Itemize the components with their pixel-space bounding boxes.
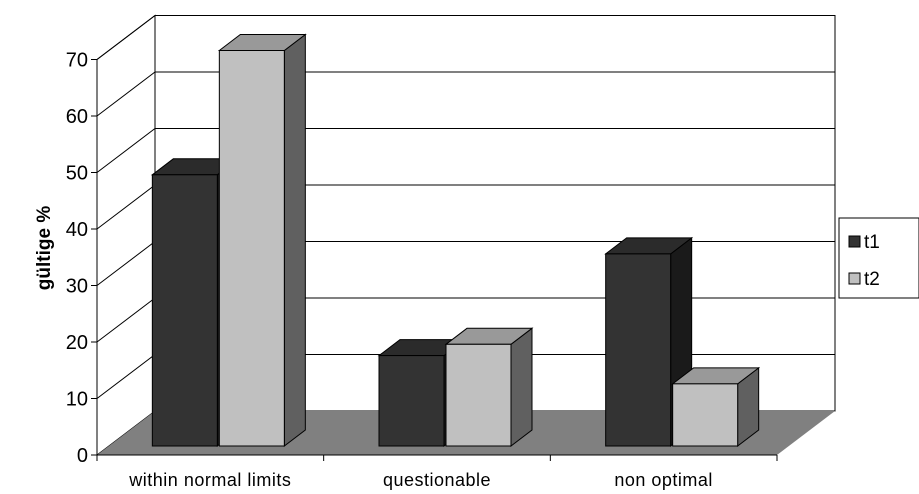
bar-t2-2 — [671, 366, 761, 448]
y-tick-label: 30 — [66, 276, 88, 298]
legend-label-t2: t2 — [864, 269, 880, 290]
bar-side — [510, 327, 533, 448]
bars — [150, 33, 761, 448]
bar-t2-1 — [444, 327, 534, 448]
bar-front — [378, 355, 445, 447]
gridline — [96, 15, 835, 60]
bar-side — [283, 33, 306, 448]
x-category-label: questionable — [383, 470, 491, 490]
legend: t1 t2 — [838, 217, 919, 299]
x-category-label: non optimal — [614, 470, 713, 490]
side-wall — [96, 14, 156, 457]
gridline — [96, 128, 835, 173]
y-tick-label: 60 — [66, 106, 88, 128]
gridline — [96, 71, 835, 117]
x-category-label: within normal limits — [128, 470, 291, 490]
y-axis-title: gültige % — [34, 206, 55, 291]
bar-front — [445, 343, 512, 447]
y-tick-label: 0 — [77, 445, 88, 467]
y-tick-label: 20 — [66, 332, 88, 354]
bar-t2-0 — [217, 33, 307, 448]
bar-front — [218, 50, 285, 447]
y-tick-label: 70 — [66, 50, 88, 72]
y-axis: 0 10 20 30 40 50 60 70 — [66, 50, 98, 467]
legend-swatch-t2 — [848, 272, 861, 285]
y-tick-label: 40 — [66, 219, 88, 241]
x-axis: within normal limits questionable non opti… — [96, 454, 778, 490]
legend-swatch-t1 — [848, 235, 861, 248]
bar-front — [605, 253, 672, 447]
y-tick-label: 50 — [66, 163, 88, 185]
y-tick-label: 10 — [66, 389, 88, 411]
bar-front — [151, 174, 218, 447]
legend-label-t1: t1 — [864, 232, 880, 253]
legend-box — [838, 217, 919, 299]
bar-front — [672, 383, 739, 447]
